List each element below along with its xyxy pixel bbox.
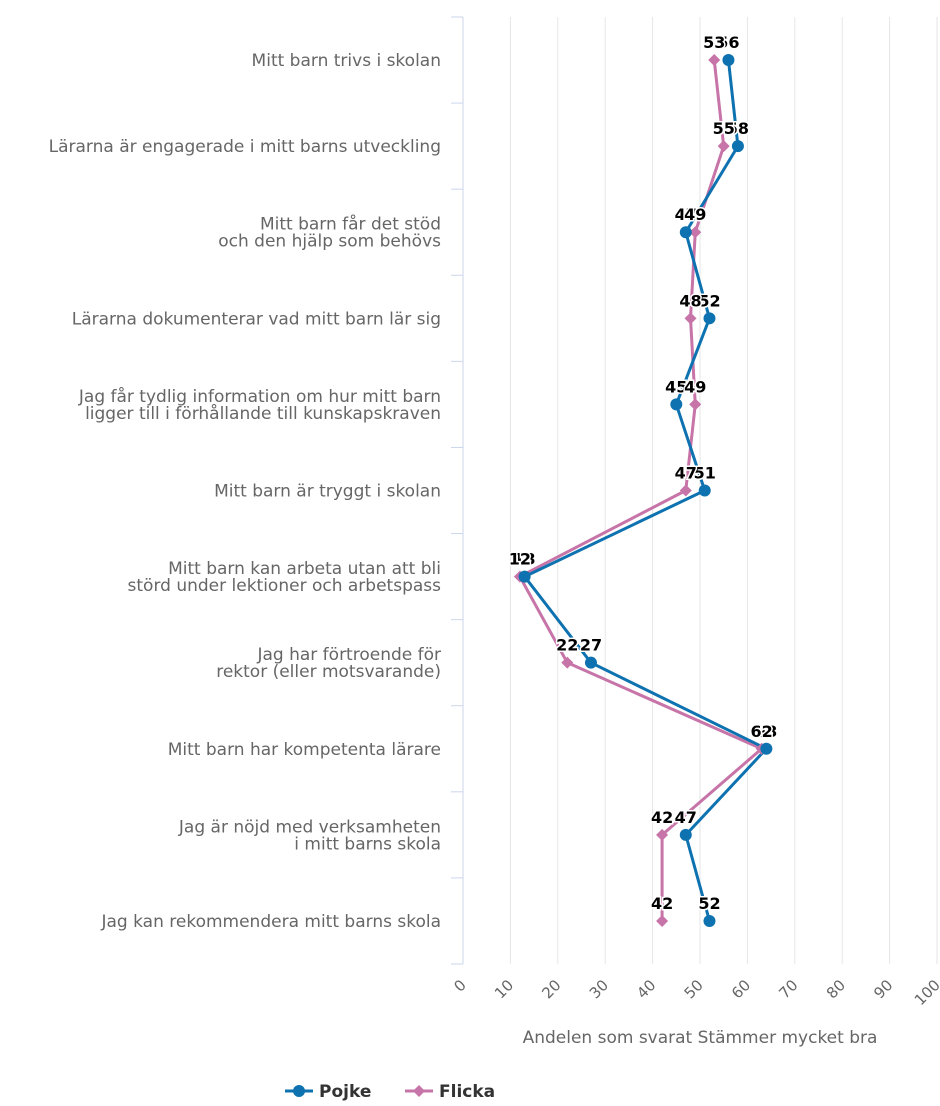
category-label: Jag har förtroende för rektor (eller mots… <box>216 645 441 682</box>
x-tick-label: 100 <box>911 976 940 1009</box>
data-label-pojke: 45 <box>665 377 687 396</box>
data-label-pojke: 52 <box>698 894 720 913</box>
data-point-flicka <box>679 484 692 497</box>
data-label-flicka: 22 <box>556 636 578 655</box>
data-label-pojke: 52 <box>698 291 720 310</box>
category-label: Lärarna dokumenterar vad mitt barn lär s… <box>72 309 441 329</box>
series-lines <box>518 59 768 922</box>
data-point-pojke <box>703 312 716 325</box>
data-label-flicka: 49 <box>684 205 706 224</box>
legend: Pojke Flicka <box>285 1082 495 1102</box>
data-label-pojke: 58 <box>727 119 749 138</box>
x-axis-title: Andelen som svarat Stämmer mycket bra <box>523 1028 878 1048</box>
gridlines <box>509 17 938 964</box>
category-labels: Mitt barn trivs i skolan Lärarna är engag… <box>49 51 442 932</box>
data-label-flicka: 48 <box>679 291 701 310</box>
category-label: Jag kan rekommendera mitt barns skola <box>101 912 442 932</box>
x-tick-label: 0 <box>450 976 469 995</box>
data-point-pojke <box>760 742 773 755</box>
data-label-pojke: 27 <box>580 636 602 655</box>
data-label-pojke: 47 <box>675 808 697 827</box>
data-point-flicka <box>708 54 721 67</box>
series-line-pojke <box>523 59 768 922</box>
x-tick-label: 30 <box>586 976 612 1002</box>
data-label-pojke: 51 <box>694 464 716 483</box>
data-label-flicka: 42 <box>651 808 673 827</box>
data-label-pojke: 47 <box>675 205 697 224</box>
x-tick-label: 10 <box>491 976 517 1002</box>
data-point-pojke <box>518 570 531 583</box>
category-label: Jag får tydlig information om hur mitt b… <box>78 386 441 424</box>
data-label-pojke: 56 <box>717 33 739 52</box>
category-label: Lärarna är engagerade i mitt barns utvec… <box>49 137 441 157</box>
data-label-flicka: 12 <box>509 550 531 569</box>
category-label: Mitt barn trivs i skolan <box>252 51 441 71</box>
x-tick-label: 50 <box>681 976 707 1002</box>
data-label-flicka: 53 <box>703 33 725 52</box>
category-label: Mitt barn får det stöd och den hjälp som … <box>218 214 441 252</box>
data-point-pojke <box>722 54 735 67</box>
data-point-flicka <box>561 656 574 669</box>
legend-label-flicka: Flicka <box>439 1082 495 1102</box>
legend-marker-flicka <box>413 1085 425 1097</box>
x-tick-label: 40 <box>633 976 659 1002</box>
data-label-pojke: 13 <box>513 550 535 569</box>
legend-label-pojke: Pojke <box>319 1082 371 1102</box>
data-point-flicka <box>656 828 669 841</box>
category-label: Jag är nöjd med verksamheten i mitt barns… <box>178 817 441 854</box>
x-tick-label: 20 <box>538 976 564 1002</box>
data-point-pojke <box>703 914 716 927</box>
data-point-flicka <box>717 140 730 153</box>
data-label-flicka: 42 <box>651 894 673 913</box>
data-point-pojke <box>679 226 692 239</box>
data-labels: 5658475245511327634752535549484947122262… <box>507 32 779 915</box>
data-point-pojke <box>670 398 683 411</box>
data-label-pojke: 63 <box>755 722 777 741</box>
data-point-flicka <box>656 914 669 927</box>
category-label: Mitt barn är tryggt i skolan <box>214 482 441 502</box>
data-point-pojke <box>584 656 597 669</box>
series-markers <box>513 54 773 927</box>
x-tick-label: 90 <box>870 976 896 1002</box>
x-tick-label: 80 <box>823 976 849 1002</box>
data-point-flicka <box>689 398 702 411</box>
category-axis <box>451 16 464 965</box>
data-point-flicka <box>689 226 702 239</box>
data-point-pojke <box>731 140 744 153</box>
data-point-pojke <box>698 484 711 497</box>
data-label-flicka: 55 <box>713 119 735 138</box>
x-tick-label: 60 <box>728 976 754 1002</box>
legend-marker-pojke <box>293 1085 305 1097</box>
data-point-flicka <box>684 312 697 325</box>
data-label-flicka: 49 <box>684 377 706 396</box>
data-point-pojke <box>679 828 692 841</box>
category-label: Mitt barn har kompetenta lärare <box>168 740 441 760</box>
category-label: Mitt barn kan arbeta utan att bli störd u… <box>128 559 442 596</box>
x-tick-label: 70 <box>775 976 801 1002</box>
x-tick-labels: 0 10 20 30 40 50 60 70 80 90 100 <box>450 976 940 1009</box>
data-label-flicka: 62 <box>750 722 772 741</box>
data-label-flicka: 47 <box>675 464 697 483</box>
